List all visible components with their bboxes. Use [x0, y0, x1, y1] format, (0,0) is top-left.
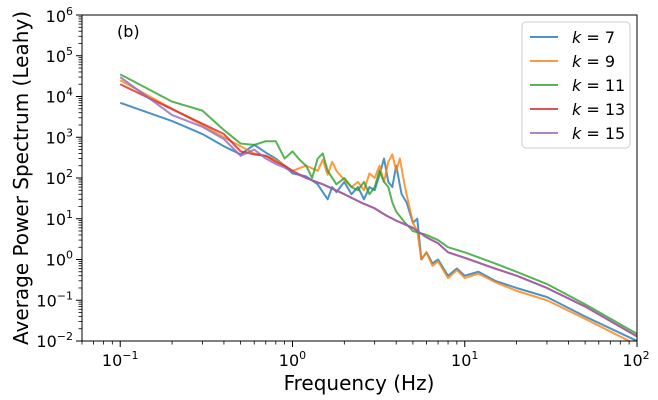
panel-label: (b) — [117, 22, 140, 41]
series-line-k-7 — [119, 101, 637, 341]
x-tick-label: 100 — [279, 349, 306, 370]
y-tick-label: 104 — [46, 86, 73, 107]
plot-frame — [81, 14, 638, 342]
y-tick-label: 106 — [46, 5, 73, 26]
y-tick-label: 100 — [46, 249, 73, 270]
x-tick-label: 101 — [451, 349, 478, 370]
series-line-k-11 — [119, 73, 637, 335]
y-tick-label: 10−2 — [36, 330, 73, 351]
series-line-k-15 — [119, 76, 637, 338]
legend-label: k = 13 — [572, 100, 625, 119]
y-tick-label: 10−1 — [36, 289, 73, 310]
y-tick-labels: 10−2 10−1 100 101 102 103 104 105 106 — [36, 5, 73, 351]
legend: k = 7 k = 9 k = 11 k = 13 k = 15 — [521, 21, 631, 149]
y-axis-label: Average Power Spectrum (Leahy) — [9, 11, 33, 345]
series-layer — [119, 73, 637, 341]
legend-label: k = 15 — [572, 124, 625, 143]
y-tick-label: 103 — [46, 126, 73, 147]
series-line-k-9 — [119, 79, 632, 341]
legend-label: k = 11 — [572, 76, 625, 95]
major-tick-layer — [76, 14, 638, 347]
legend-box — [521, 21, 631, 149]
x-tick-label: 10−1 — [102, 349, 139, 370]
y-tick-label: 105 — [46, 45, 73, 66]
x-tick-label: 102 — [622, 349, 649, 370]
y-tick-label: 101 — [46, 208, 73, 229]
x-axis-label: Frequency (Hz) — [284, 371, 435, 395]
legend-label: k = 7 — [572, 28, 615, 47]
y-tick-label: 102 — [46, 167, 73, 188]
legend-label: k = 9 — [572, 52, 615, 71]
minor-tick-layer — [78, 16, 630, 345]
x-tick-labels: 10−1 100 101 102 — [102, 349, 650, 370]
